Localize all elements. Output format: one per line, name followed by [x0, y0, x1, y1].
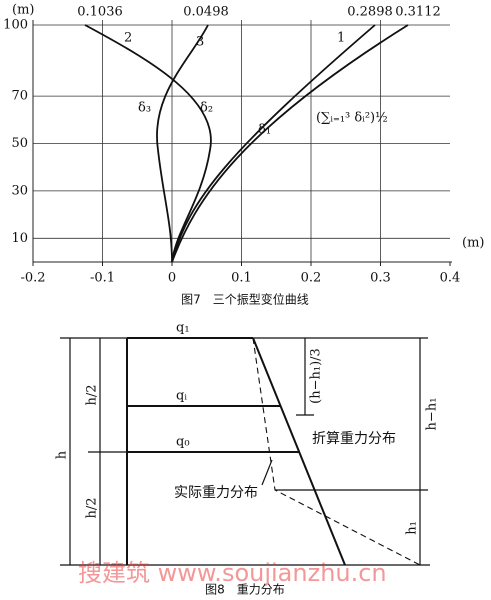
q-label: q₁: [176, 321, 190, 336]
x-tick-label: -0.1: [90, 271, 115, 286]
top-value: 0.0498: [183, 5, 229, 20]
dim-label: h−h₁: [425, 398, 440, 431]
curve-label: 3: [196, 35, 204, 50]
actual-label: 实际重力分布: [174, 485, 258, 501]
curve-3: [156, 24, 209, 263]
watermark: 搜建筑 www.soujianzhu.cn: [78, 559, 387, 587]
x-tick-label: 0.2: [301, 271, 322, 286]
dim-label: h/2: [85, 384, 100, 405]
converted-line: [252, 337, 346, 566]
x-tick-label: -0.2: [20, 271, 45, 286]
q-label: q₀: [176, 435, 190, 450]
curve-label: 1: [337, 31, 345, 46]
delta-label: δ₂: [200, 101, 213, 116]
x-tick-label: 0.1: [231, 271, 252, 286]
converted-label: 折算重力分布: [312, 431, 396, 447]
curve-2: [84, 24, 212, 263]
y-tick-label: 100: [3, 18, 28, 33]
y-tick-label: 10: [11, 231, 28, 246]
curve-srss: [171, 24, 409, 263]
x-tick-label: 0: [168, 271, 176, 286]
y-tick-label: 30: [11, 183, 28, 198]
top-value: 0.3112: [395, 5, 441, 20]
y-unit: (m): [12, 3, 34, 18]
y-tick-label: 70: [11, 89, 28, 104]
x-tick-label: 0.4: [440, 271, 461, 286]
curve-1: [171, 24, 376, 263]
x-unit: (m): [462, 236, 484, 251]
x-tick-label: 0.3: [370, 271, 391, 286]
top-value: 0.2898: [347, 5, 393, 20]
dim-label: (h−h₁)/3: [309, 348, 324, 404]
y-tick-label: 50: [11, 136, 28, 151]
curve-label: 2: [124, 31, 132, 46]
leader: [261, 459, 273, 486]
caption: 图7 三个振型变位曲线: [181, 292, 309, 307]
q-label: qᵢ: [176, 389, 187, 404]
dim-label: h₁: [405, 521, 420, 535]
top-value: 0.1036: [77, 5, 123, 20]
dim-label: h/2: [85, 497, 100, 518]
delta-label: δ₁: [258, 123, 271, 138]
srss-label: (∑ᵢ₌₁³ δᵢ²)½: [316, 111, 388, 126]
delta-label: δ₃: [138, 101, 151, 116]
dim-label: h: [55, 450, 70, 459]
caption: 图8 重力分布: [205, 583, 285, 597]
